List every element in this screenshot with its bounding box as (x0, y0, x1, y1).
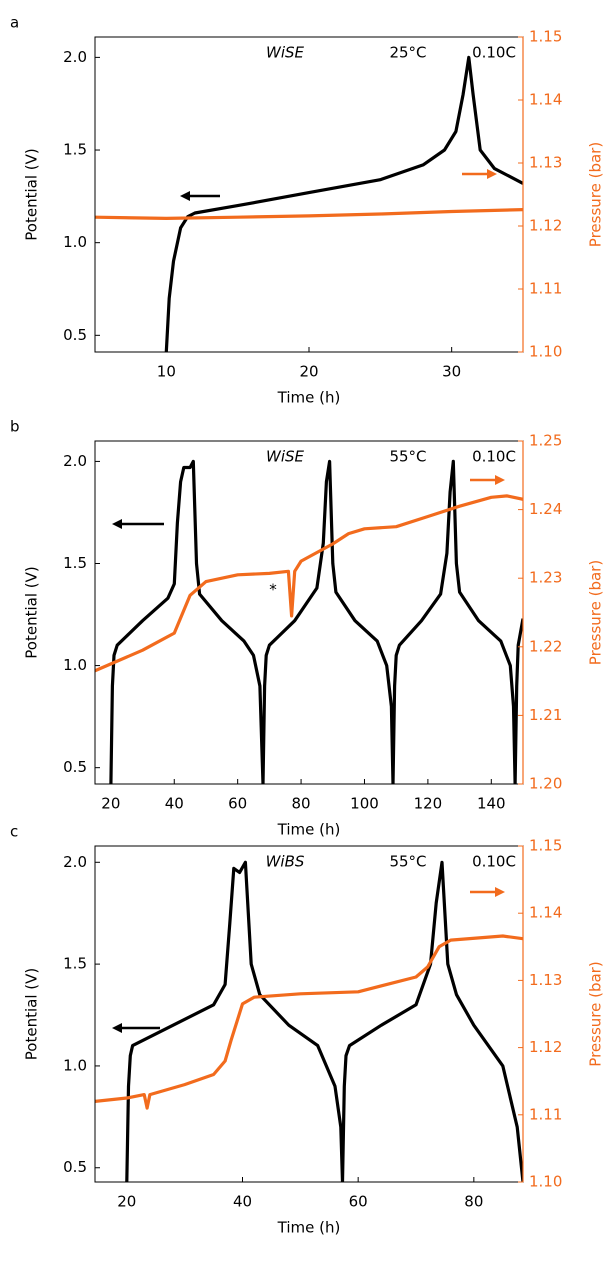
series-line (95, 494, 523, 673)
y-tick-label: 2.0 (63, 452, 87, 470)
arrow-head (487, 169, 497, 179)
y-tick-label: 1.0 (63, 656, 87, 674)
series-line (164, 55, 523, 352)
x-tick-label: 140 (477, 795, 506, 813)
y2-tick-label: 1.21 (529, 706, 562, 724)
y2-tick-label: 1.11 (529, 1105, 562, 1123)
y-tick-label: 1.0 (63, 233, 87, 251)
x-tick-label: 30 (442, 363, 461, 381)
rate: 0.10C (472, 448, 516, 466)
series-line (125, 860, 523, 1182)
x-tick-label: 60 (228, 795, 247, 813)
x-tick-label: 40 (165, 795, 184, 813)
x-tick-label: 20 (299, 363, 318, 381)
x-tick-label: 80 (292, 795, 311, 813)
y2-tick-label: 1.14 (529, 91, 562, 109)
x-tick-label: 20 (101, 795, 120, 813)
electrolyte: WiSE (266, 44, 305, 62)
x-tick-label: 100 (350, 795, 379, 813)
y2-tick-label: 1.22 (529, 637, 562, 655)
y2-tick-label: 1.13 (529, 971, 562, 989)
y-tick-label: 2.0 (63, 48, 87, 66)
temperature: 55°C (389, 448, 426, 466)
arrow-head (495, 475, 505, 485)
y2-tick-label: 1.10 (529, 1173, 562, 1191)
x-tick-label: 20 (117, 1193, 136, 1211)
y2-tick-label: 1.12 (529, 217, 562, 235)
x-tick-label: 10 (157, 363, 176, 381)
temperature: 55°C (389, 853, 426, 871)
series-line (109, 459, 523, 784)
arrow-head (495, 887, 505, 897)
arrow-head (112, 519, 122, 529)
y2-tick-label: 1.11 (529, 280, 562, 298)
y2-tick-label: 1.25 (529, 432, 562, 450)
y2-tick-label: 1.15 (529, 837, 562, 855)
y2-tick-label: 1.24 (529, 500, 562, 518)
y2-tick-label: 1.13 (529, 154, 562, 172)
x-tick-label: 80 (464, 1193, 483, 1211)
panel-label: b (10, 418, 20, 436)
y2-tick-label: 1.15 (529, 28, 562, 46)
y-tick-label: 0.5 (63, 326, 87, 344)
panel-label: a (10, 14, 19, 32)
y-axis-title: Potential (V) (23, 566, 41, 658)
x-tick-label: 60 (349, 1193, 368, 1211)
y-tick-label: 0.5 (63, 1158, 87, 1176)
arrow-head (112, 1023, 122, 1033)
y-tick-label: 2.0 (63, 853, 87, 871)
series-line (95, 934, 523, 1110)
y-tick-label: 1.5 (63, 141, 87, 159)
x-tick-label: 40 (233, 1193, 252, 1211)
temperature: 25°C (389, 44, 426, 62)
annotation: * (269, 581, 277, 599)
y2-axis-title: Pressure (bar) (587, 142, 605, 247)
panel-label: c (10, 823, 18, 841)
plot-frame (94, 36, 524, 353)
y2-tick-label: 1.10 (529, 343, 562, 361)
series-line (95, 208, 523, 220)
y2-tick-label: 1.12 (529, 1038, 562, 1056)
electrolyte: WiBS (266, 853, 305, 871)
y2-axis-title: Pressure (bar) (587, 560, 605, 665)
rate: 0.10C (472, 44, 516, 62)
arrow-head (180, 191, 190, 201)
y2-tick-label: 1.20 (529, 775, 562, 793)
electrolyte: WiSE (266, 448, 305, 466)
plot-frame (94, 845, 524, 1183)
y2-tick-label: 1.14 (529, 904, 562, 922)
y-tick-label: 1.0 (63, 1056, 87, 1074)
y-axis-title: Potential (V) (23, 148, 41, 240)
rate: 0.10C (472, 853, 516, 871)
plot-frame (94, 440, 524, 785)
x-tick-label: 120 (414, 795, 443, 813)
y2-tick-label: 1.23 (529, 569, 562, 587)
x-axis-title: Time (h) (277, 821, 341, 839)
y2-axis-title: Pressure (bar) (587, 961, 605, 1066)
x-axis-title: Time (h) (277, 1219, 341, 1237)
y-tick-label: 1.5 (63, 955, 87, 973)
x-axis-title: Time (h) (277, 389, 341, 407)
y-tick-label: 0.5 (63, 758, 87, 776)
y-tick-label: 1.5 (63, 554, 87, 572)
y-axis-title: Potential (V) (23, 968, 41, 1060)
